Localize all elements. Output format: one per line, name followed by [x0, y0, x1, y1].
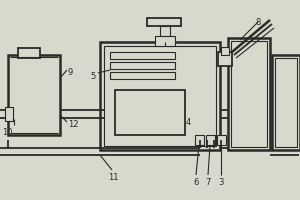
Bar — [8, 55, 60, 135]
Bar — [231, 41, 267, 147]
Text: 4: 4 — [186, 118, 191, 127]
Bar — [221, 47, 229, 55]
Text: 8: 8 — [255, 18, 260, 27]
Ellipse shape — [243, 82, 257, 117]
Bar — [218, 52, 232, 66]
Bar — [110, 62, 175, 69]
Bar — [110, 52, 175, 59]
Bar — [228, 38, 270, 150]
Text: 5: 5 — [90, 72, 95, 81]
Text: 7: 7 — [205, 178, 210, 187]
Bar — [115, 90, 185, 135]
Bar — [155, 36, 175, 46]
Bar — [110, 72, 175, 79]
Bar — [195, 135, 204, 145]
Text: 3: 3 — [218, 178, 224, 187]
Bar — [275, 58, 297, 147]
Bar — [217, 135, 226, 145]
Text: 10: 10 — [2, 128, 13, 137]
Bar — [272, 55, 300, 150]
Bar — [100, 42, 220, 150]
Text: 6: 6 — [193, 178, 198, 187]
Bar — [147, 18, 181, 26]
Bar — [18, 48, 40, 58]
Bar — [160, 26, 170, 36]
Text: 12: 12 — [68, 120, 79, 129]
Bar — [206, 135, 215, 145]
Bar — [104, 46, 216, 146]
Text: 9: 9 — [68, 68, 73, 77]
Bar — [5, 107, 13, 121]
Text: 11: 11 — [108, 173, 119, 182]
